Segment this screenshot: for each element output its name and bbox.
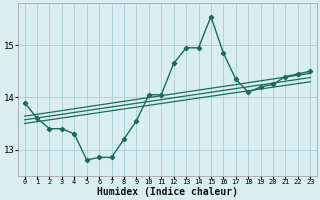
X-axis label: Humidex (Indice chaleur): Humidex (Indice chaleur) xyxy=(97,186,238,197)
